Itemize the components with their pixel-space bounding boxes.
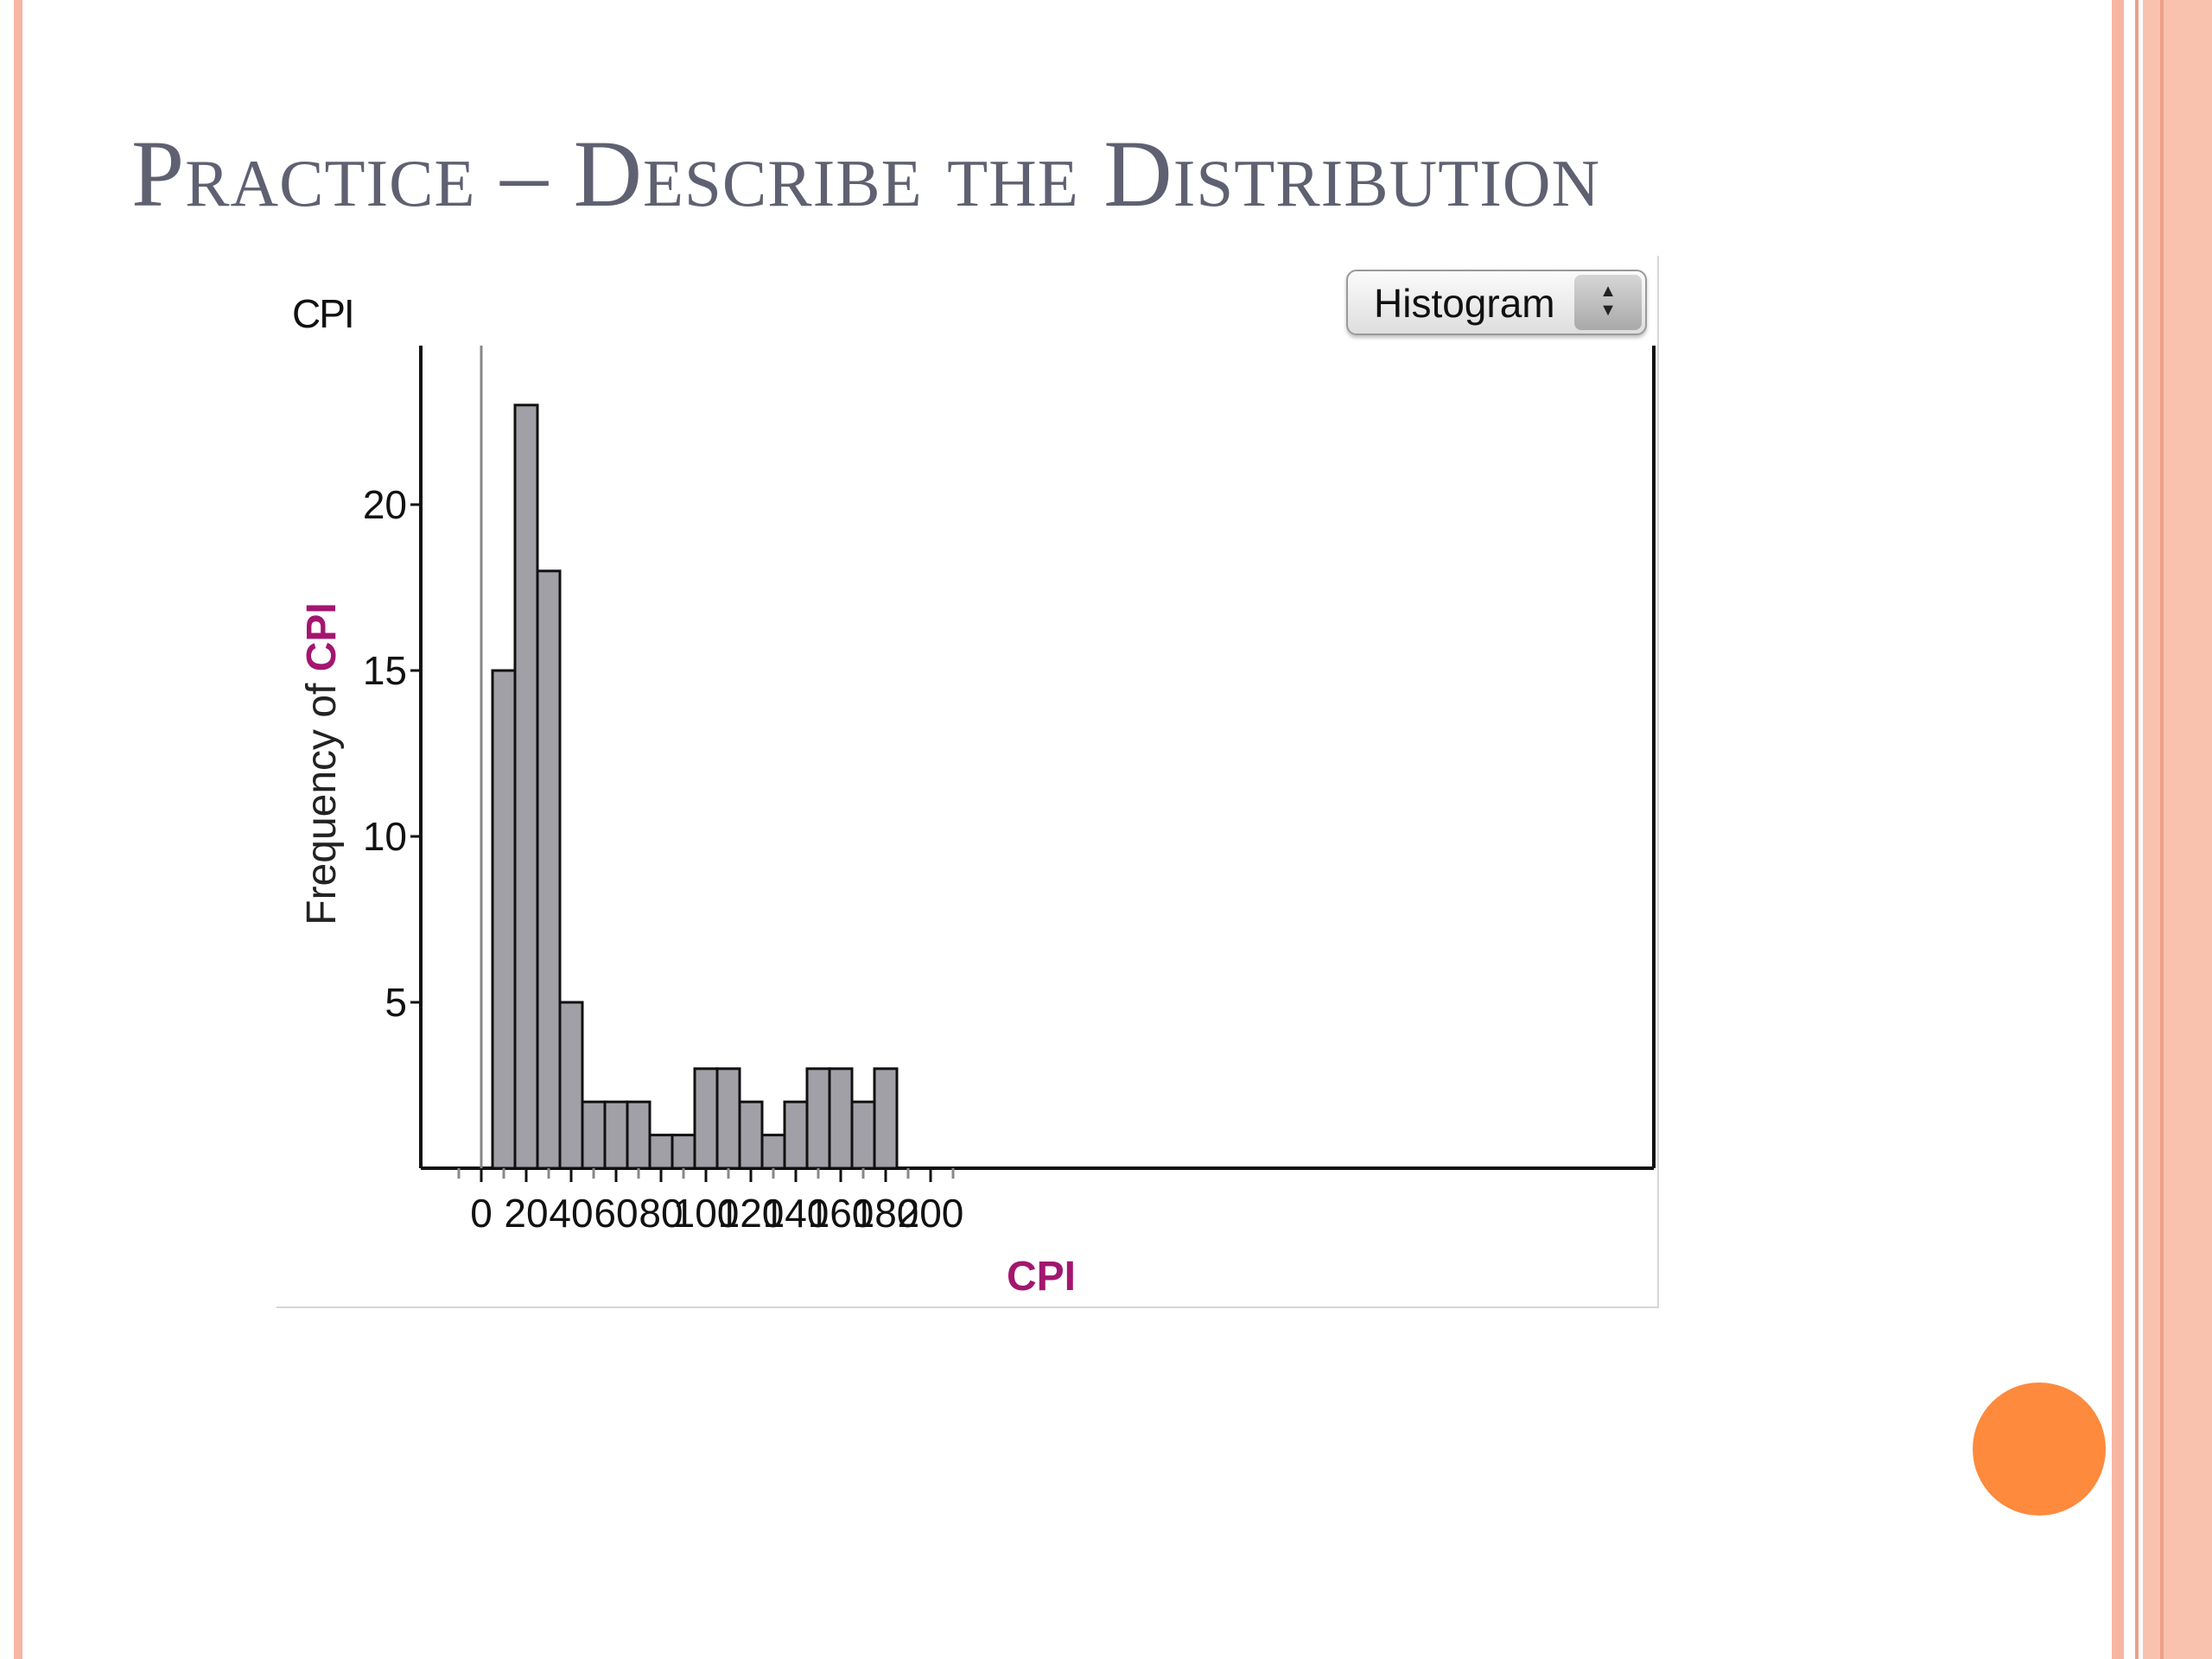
chart-type-select[interactable]: Histogram ▲ ▼ xyxy=(1346,270,1647,335)
up-down-arrows-icon: ▲ ▼ xyxy=(1574,275,1642,330)
histogram-bar xyxy=(648,1134,674,1170)
histogram-bar xyxy=(626,1100,652,1170)
chart-panel: CPI Histogram ▲ ▼ xyxy=(276,256,1659,1308)
left-border-rule xyxy=(14,0,22,1659)
x-tick-label: 160 xyxy=(808,1191,874,1236)
y-tick-label: 20 xyxy=(363,482,407,527)
x-tick-label: 20 xyxy=(504,1191,548,1236)
histogram-bar xyxy=(738,1100,764,1170)
histogram-bar xyxy=(558,1001,584,1170)
chart-type-select-value: Histogram xyxy=(1374,281,1555,326)
histogram-bar xyxy=(760,1134,786,1170)
histogram-bar xyxy=(581,1100,607,1170)
x-tick-label: 100 xyxy=(673,1191,740,1236)
x-tick-label: 120 xyxy=(718,1191,785,1236)
histogram-bar xyxy=(828,1067,854,1170)
histogram-bar xyxy=(873,1067,899,1170)
x-tick-label: 0 xyxy=(470,1191,493,1236)
y-tick-label: 10 xyxy=(363,814,407,859)
x-tick-label: 60 xyxy=(594,1191,638,1236)
x-tick-label: 80 xyxy=(639,1191,683,1236)
x-tick-label: 140 xyxy=(763,1191,830,1236)
histogram-bar xyxy=(491,669,517,1170)
histogram-bar xyxy=(850,1100,876,1170)
right-border-band xyxy=(2112,0,2124,1659)
histogram-bar xyxy=(805,1067,831,1170)
chart-attribute-label: CPI xyxy=(292,291,355,336)
histogram-bar xyxy=(715,1067,741,1170)
right-border-band-outer xyxy=(2143,0,2212,1659)
y-axis-title: Frequency of CPI xyxy=(299,602,345,925)
histogram-bar xyxy=(513,404,539,1170)
slide-title: Practice – Describe the Distribution xyxy=(131,121,1601,226)
right-border-line xyxy=(2160,0,2164,1659)
accent-dot xyxy=(1973,1382,2106,1516)
x-tick-label: 200 xyxy=(898,1191,964,1236)
right-border-line xyxy=(2135,0,2139,1659)
y-tick-label: 5 xyxy=(385,980,407,1025)
y-tick-label: 15 xyxy=(363,648,407,693)
histogram-bar xyxy=(536,569,562,1170)
x-axis-title: CPI xyxy=(1007,1254,1076,1300)
histogram-bar xyxy=(693,1067,719,1170)
x-tick-label: 40 xyxy=(549,1191,593,1236)
histogram-bar xyxy=(783,1100,809,1170)
x-tick-label: 180 xyxy=(853,1191,919,1236)
histogram-bar xyxy=(671,1134,696,1170)
histogram-bar xyxy=(603,1100,629,1170)
